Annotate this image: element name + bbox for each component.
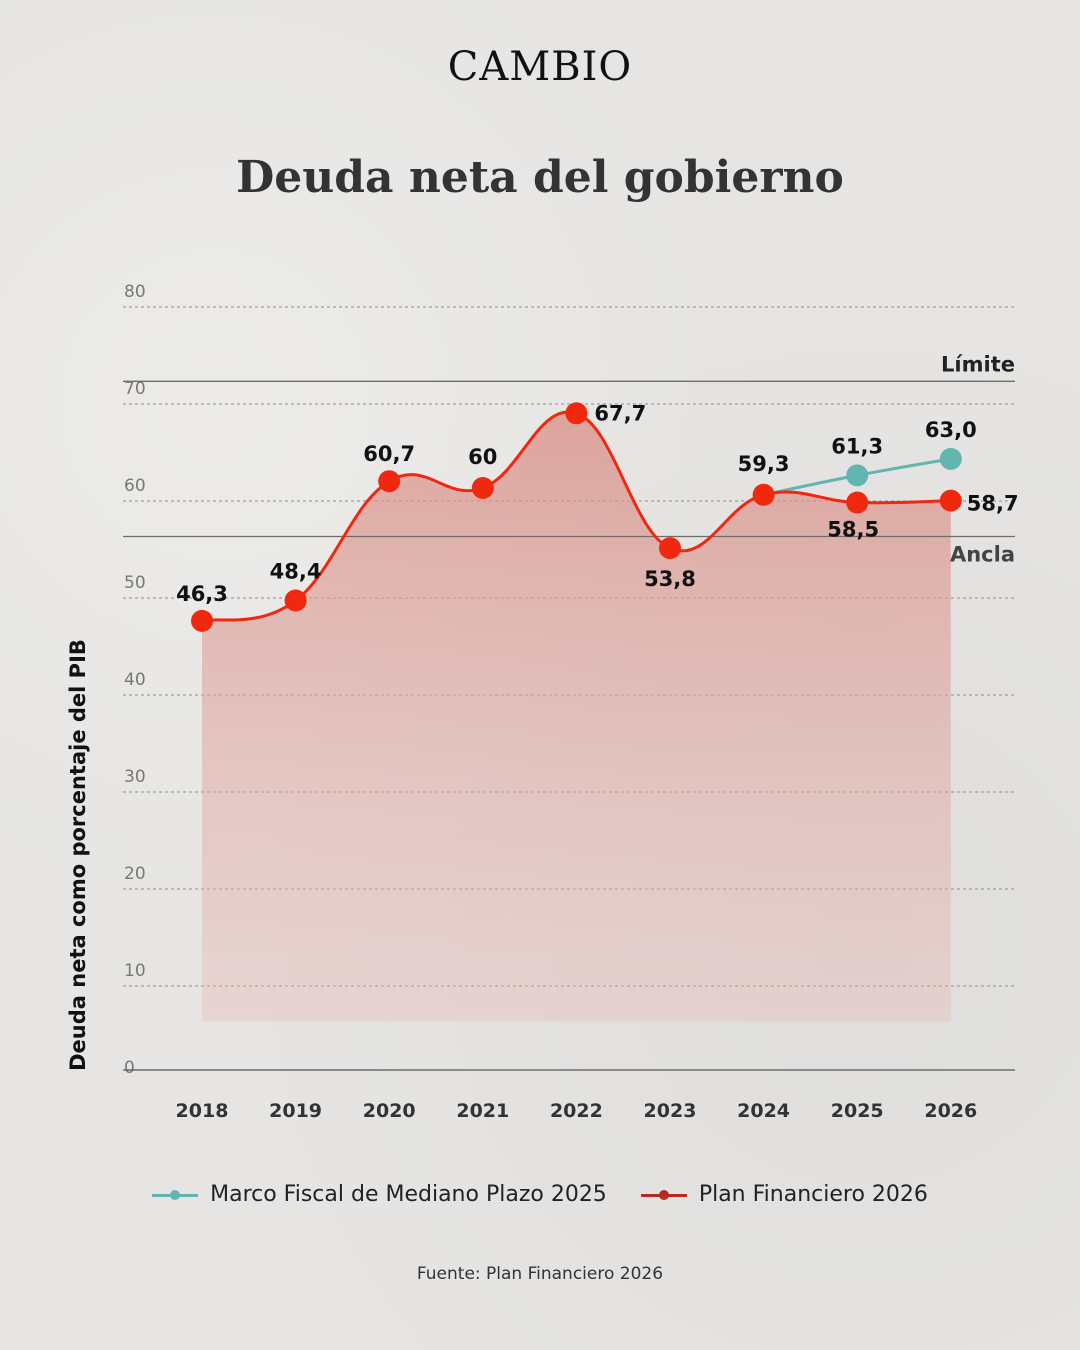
plan-financiero-point bbox=[939, 489, 962, 512]
y-tick-label: 10 bbox=[124, 961, 146, 981]
y-tick-label: 60 bbox=[124, 476, 146, 496]
y-axis-title: Deuda neta como porcentaje del PIB bbox=[66, 639, 90, 1071]
legend: Marco Fiscal de Mediano Plazo 2025 Plan … bbox=[0, 1182, 1080, 1207]
ancla-label: Ancla bbox=[950, 543, 1015, 567]
marco-data-label: 61,3 bbox=[831, 434, 883, 458]
plan-data-label: 46,3 bbox=[176, 582, 228, 606]
x-tick-label: 2026 bbox=[924, 1100, 977, 1122]
legend-label-plan-financiero: Plan Financiero 2026 bbox=[698, 1182, 928, 1207]
plan-data-label: 60 bbox=[468, 445, 497, 469]
x-tick-label: 2025 bbox=[831, 1100, 884, 1122]
y-tick-label: 30 bbox=[124, 767, 146, 787]
plan-data-label: 58,5 bbox=[827, 518, 879, 542]
y-tick-label: 50 bbox=[124, 573, 146, 593]
legend-label-marco-fiscal: Marco Fiscal de Mediano Plazo 2025 bbox=[210, 1182, 607, 1207]
marco-fiscal-point bbox=[846, 464, 869, 487]
y-tick-label: 70 bbox=[124, 379, 146, 399]
y-tick-label: 40 bbox=[124, 670, 146, 690]
plan-data-label: 53,8 bbox=[644, 567, 696, 591]
x-tick-label: 2020 bbox=[363, 1100, 416, 1122]
plan-financiero-point bbox=[378, 470, 401, 493]
plan-data-label: 60,7 bbox=[363, 442, 415, 466]
chart-title: Deuda neta del gobierno bbox=[236, 152, 844, 203]
marco-fiscal-point bbox=[939, 447, 962, 470]
data-points bbox=[191, 402, 962, 632]
data-labels: 46,3 48,4 60,7 60 67,7 53,8 59,3 58,5 58,7 61,3 63… bbox=[176, 401, 1019, 606]
plan-financiero-point bbox=[284, 589, 307, 612]
y-tick-label: 20 bbox=[124, 864, 146, 884]
plan-financiero-point bbox=[191, 609, 213, 632]
plan-financiero-point bbox=[471, 477, 494, 499]
limite-label: Límite bbox=[941, 352, 1015, 376]
plan-financiero-point bbox=[565, 402, 588, 425]
line-chart: Límite Ancla 46,3 48,4 60,7 60 67,7 53,8 59,3 58… bbox=[66, 282, 1019, 1122]
x-tick-label: 2018 bbox=[176, 1100, 229, 1122]
reference-lines: Límite Ancla bbox=[123, 352, 1015, 567]
y-tick-label: 0 bbox=[124, 1058, 135, 1078]
plan-data-label: 58,7 bbox=[967, 492, 1019, 516]
area-fill bbox=[202, 411, 951, 1022]
legend-item-marco-fiscal: Marco Fiscal de Mediano Plazo 2025 bbox=[152, 1182, 607, 1207]
plan-data-label: 59,3 bbox=[738, 452, 790, 476]
legend-item-plan-financiero: Plan Financiero 2026 bbox=[640, 1182, 928, 1207]
x-tick-label: 2019 bbox=[269, 1100, 322, 1122]
plan-financiero-point bbox=[752, 483, 775, 506]
marco-data-label: 63,0 bbox=[925, 418, 977, 442]
plan-data-label: 67,7 bbox=[594, 401, 646, 425]
legend-swatch-plan-financiero bbox=[640, 1185, 687, 1205]
plan-financiero-point bbox=[659, 537, 681, 560]
source-note: Fuente: Plan Financiero 2026 bbox=[416, 1264, 664, 1284]
y-tick-label: 80 bbox=[124, 282, 146, 302]
x-tick-label: 2022 bbox=[550, 1100, 603, 1122]
legend-swatch-marco-fiscal bbox=[152, 1185, 199, 1205]
plan-area bbox=[202, 411, 951, 1022]
plan-data-label: 48,4 bbox=[270, 560, 322, 584]
x-tick-label: 2023 bbox=[644, 1100, 697, 1122]
brand-logo: CAMBIO bbox=[447, 44, 633, 90]
x-tick-label: 2021 bbox=[456, 1100, 509, 1122]
x-tick-label: 2024 bbox=[737, 1100, 790, 1122]
plan-financiero-point bbox=[846, 491, 869, 514]
axes: 0 10 20 30 40 50 60 70 80 2018 2019 2020 2021 2022 202… bbox=[66, 282, 1015, 1122]
